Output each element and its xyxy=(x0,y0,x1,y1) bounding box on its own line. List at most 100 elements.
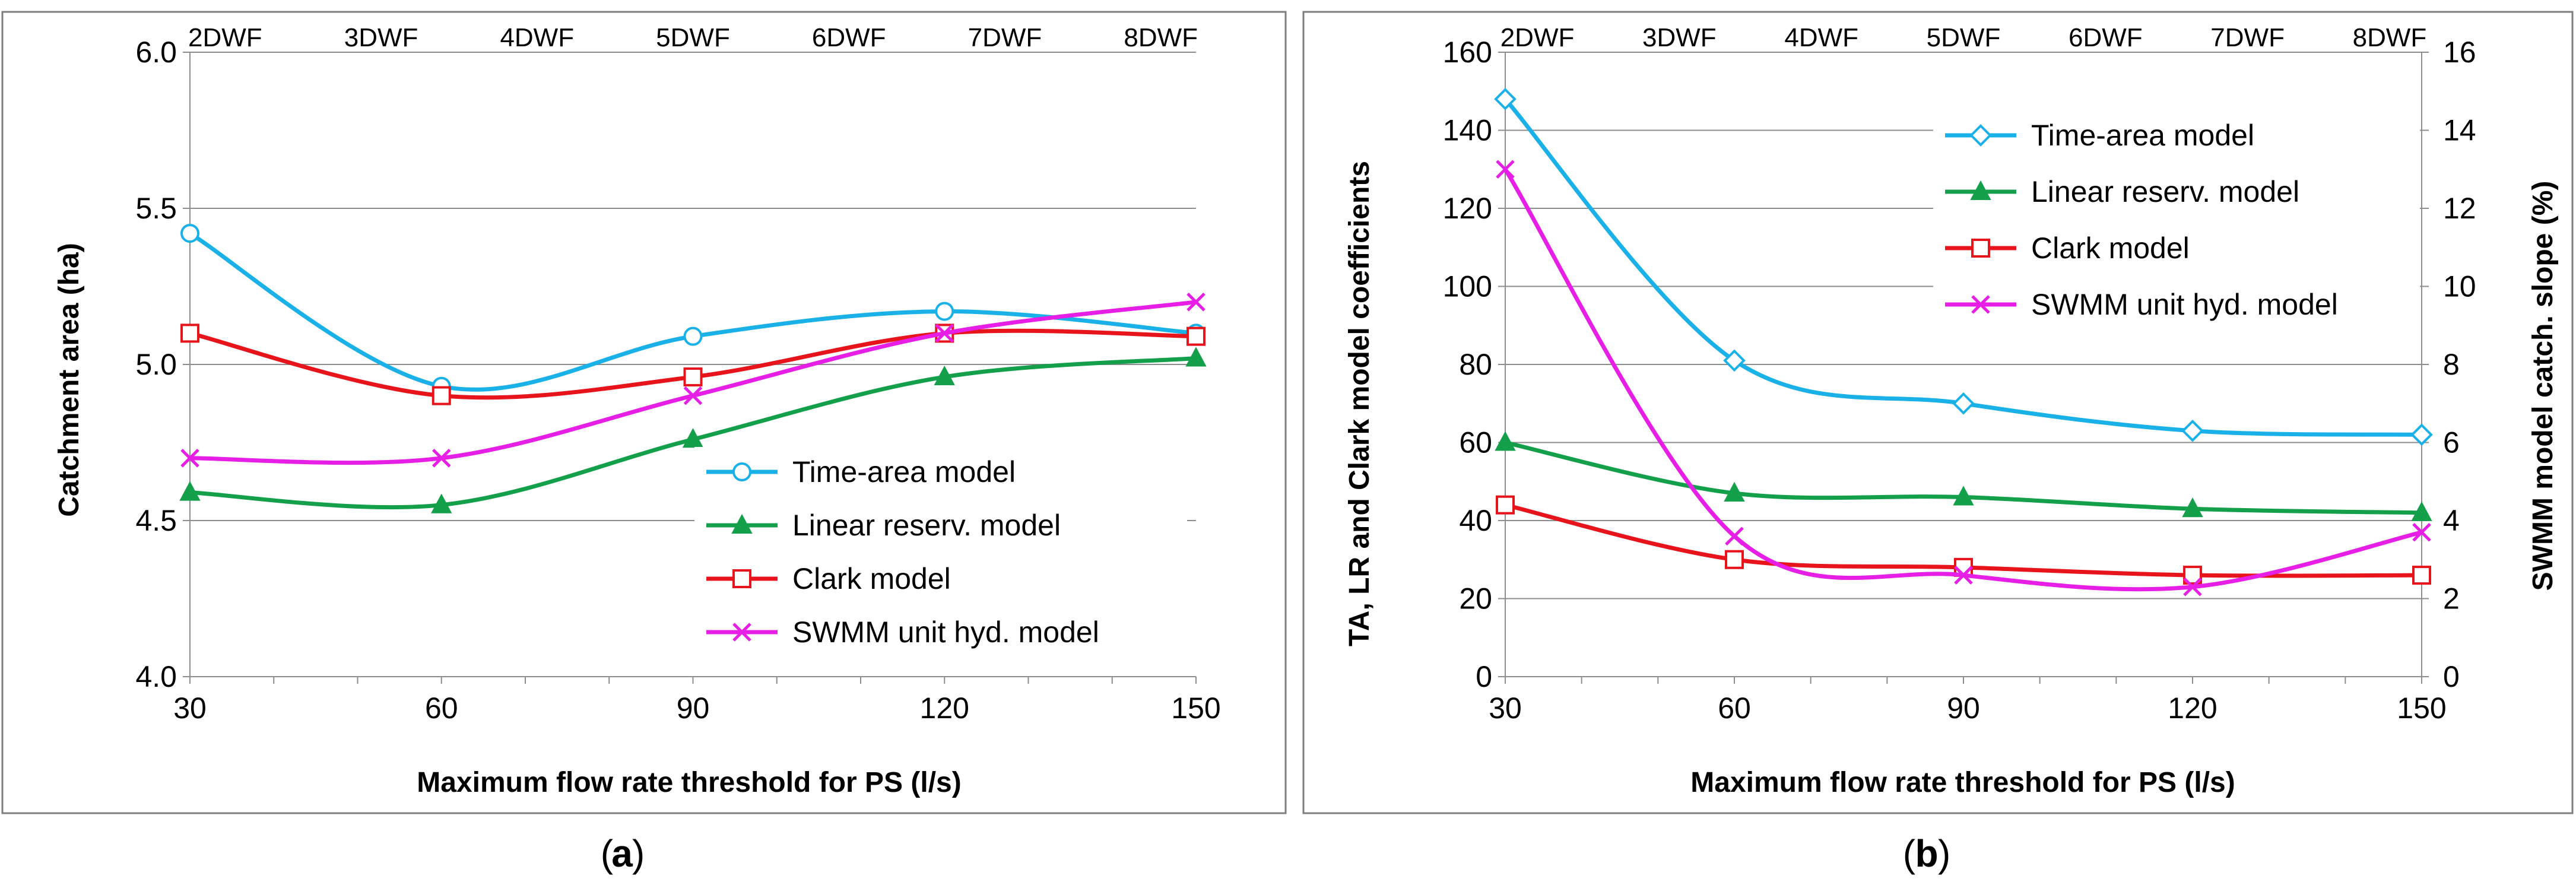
data-point xyxy=(432,449,451,468)
y2-tick-label: 16 xyxy=(2443,36,2476,69)
data-point xyxy=(1724,481,1745,502)
chart-a-x-axis-label: Maximum flow rate threshold for PS (l/s) xyxy=(417,767,961,798)
y2-tick-label: 8 xyxy=(2443,348,2460,381)
chart-a-legend: Time-area model Linear reserv. model Clark… xyxy=(694,447,1187,667)
legend-label: Time-area model xyxy=(792,455,1016,489)
svg-text:(: ( xyxy=(1903,832,1915,875)
chart-panel-b: 0 20 40 60 80 100 120 140 160 0 2 4 6 8 10 12 14 16 30 60 90… xyxy=(1302,11,2574,814)
y2-tick-label: 0 xyxy=(2443,660,2460,693)
data-point xyxy=(2183,578,2202,597)
top-tick-label: 5DWF xyxy=(656,23,730,52)
chart-a-series xyxy=(179,224,1207,513)
y-tick-label: 6.0 xyxy=(135,36,177,69)
x-tick-label: 120 xyxy=(920,691,969,725)
data-point xyxy=(1725,526,1744,546)
legend-marker xyxy=(732,569,751,588)
data-point xyxy=(179,481,201,501)
x-tick-label: 150 xyxy=(1171,691,1220,725)
top-tick-label: 4DWF xyxy=(500,23,574,52)
chart-b-x-axis-label: Maximum flow rate threshold for PS (l/s) xyxy=(1690,767,2235,798)
x-tick-label: 60 xyxy=(1718,691,1751,725)
data-point xyxy=(1187,326,1205,346)
data-point xyxy=(1954,566,1973,585)
legend-marker xyxy=(1971,295,1990,314)
y-tick-label: 140 xyxy=(1443,114,1492,147)
legend-label: Linear reserv. model xyxy=(792,509,1061,542)
y-tick-label: 0 xyxy=(1476,660,1492,693)
series-line-3 xyxy=(1503,168,2422,592)
data-point xyxy=(1496,495,1515,515)
legend-label: Time-area model xyxy=(2031,119,2254,152)
data-point xyxy=(2412,566,2431,585)
top-tick-label: 3DWF xyxy=(1642,23,1717,52)
legend-box xyxy=(694,447,1187,667)
top-tick-label: 2DWF xyxy=(188,23,262,52)
y2-tick-label: 14 xyxy=(2443,114,2476,147)
data-point xyxy=(935,302,954,321)
y-tick-label: 40 xyxy=(1459,504,1492,537)
panel-caption-b: ( b ) xyxy=(1903,832,1951,875)
x-tick-label: 120 xyxy=(2168,691,2217,725)
x-tick-label: 150 xyxy=(2397,691,2446,725)
data-point xyxy=(1187,293,1205,312)
top-tick-label: 7DWF xyxy=(968,23,1042,52)
top-tick-label: 2DWF xyxy=(1500,23,1575,52)
y2-tick-label: 4 xyxy=(2443,504,2460,537)
legend-marker xyxy=(731,513,753,534)
top-tick-label: 8DWF xyxy=(1124,23,1198,52)
data-point xyxy=(1953,486,1974,506)
legend-label: SWMM unit hyd. model xyxy=(792,616,1099,649)
data-point xyxy=(1723,349,1746,372)
chart-b-y2-axis-label: SWMM model catch. slope (%) xyxy=(2527,181,2559,591)
x-tick-label: 30 xyxy=(1489,691,1522,725)
y-tick-label: 5.5 xyxy=(135,192,177,225)
data-point xyxy=(2182,497,2203,518)
svg-text:): ) xyxy=(632,832,645,875)
data-point xyxy=(682,428,704,448)
y-tick-label: 160 xyxy=(1443,36,1492,69)
y-tick-label: 20 xyxy=(1459,582,1492,616)
panel-caption-b-letter: b xyxy=(1915,832,1938,875)
data-point xyxy=(934,365,955,386)
data-point xyxy=(2411,501,2432,521)
x-tick-label: 30 xyxy=(173,691,207,725)
legend-marker xyxy=(1971,239,1990,258)
panel-caption-a: ( a ) xyxy=(601,832,645,875)
data-point xyxy=(1952,392,1975,415)
chart-b-legend: Time-area model Linear reserv. model Clark… xyxy=(1933,110,2420,342)
series-line-0 xyxy=(1503,97,2422,437)
chart-b-series xyxy=(1494,88,2433,597)
data-point xyxy=(2181,419,2204,442)
y-tick-label: 60 xyxy=(1459,426,1492,459)
data-point xyxy=(1494,88,1517,110)
y2-tick-label: 10 xyxy=(2443,270,2476,303)
data-point xyxy=(935,323,954,343)
legend-marker xyxy=(732,623,751,642)
chart-a-y-axis-label: Catchment area (ha) xyxy=(53,243,85,516)
x-tick-label: 60 xyxy=(425,691,458,725)
chart-panel-a: 4.0 4.5 5.0 5.5 6.0 30 60 90 120 150 2DWF 3DWF 4DWF 5… xyxy=(1,11,1287,814)
panel-caption-a-letter: a xyxy=(611,832,633,875)
chart-b-y-axis-label: TA, LR and Clark model coefficients xyxy=(1344,161,1375,646)
chart-b-axes: 0 20 40 60 80 100 120 140 160 0 2 4 6 8 10 12 14 16 30 60 90… xyxy=(1443,23,2476,725)
x-tick-label: 90 xyxy=(677,691,710,725)
legend-marker xyxy=(732,462,751,481)
top-tick-label: 6DWF xyxy=(2069,23,2143,52)
top-tick-label: 7DWF xyxy=(2210,23,2285,52)
svg-text:): ) xyxy=(1938,832,1950,875)
data-point xyxy=(1495,431,1516,451)
y-tick-label: 5.0 xyxy=(135,348,177,381)
y2-tick-label: 6 xyxy=(2443,426,2460,459)
y-tick-label: 4.0 xyxy=(135,660,177,693)
chart-a-frame xyxy=(1,11,1287,814)
y-tick-label: 100 xyxy=(1443,270,1492,303)
data-point xyxy=(180,449,199,468)
top-tick-label: 8DWF xyxy=(2353,23,2427,52)
legend-label: Linear reserv. model xyxy=(2031,175,2299,208)
chart-a-axes: 4.0 4.5 5.0 5.5 6.0 30 60 90 120 150 2DWF 3DWF 4DWF 5… xyxy=(135,23,1220,725)
top-tick-label: 4DWF xyxy=(1784,23,1858,52)
data-point xyxy=(180,323,199,343)
legend-label: Clark model xyxy=(2031,231,2190,265)
data-point xyxy=(2412,522,2431,542)
top-tick-label: 5DWF xyxy=(1927,23,2001,52)
